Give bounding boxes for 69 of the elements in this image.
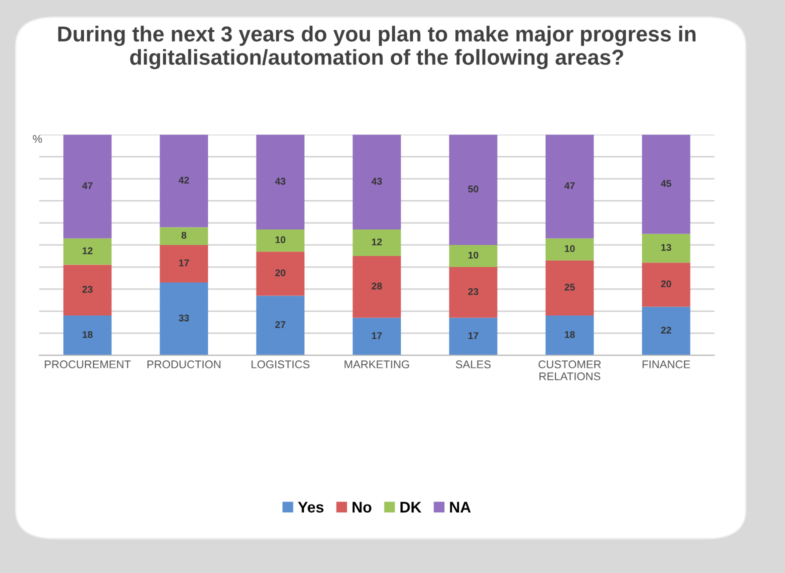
x-tick-label: FINANCE [642, 360, 690, 368]
data-label: 20 [275, 269, 286, 276]
data-label: 13 [661, 244, 672, 251]
data-label: 42 [178, 176, 189, 184]
bar [449, 244, 498, 268]
legend-label: DK [400, 502, 422, 512]
data-label: 18 [82, 331, 93, 338]
data-label: 25 [564, 284, 575, 291]
bar [160, 244, 208, 282]
y-axis-title: % [32, 134, 42, 143]
data-label: 47 [82, 182, 92, 190]
bar [449, 134, 498, 245]
bar [449, 318, 498, 356]
data-label: 17 [372, 332, 382, 340]
data-label: 43 [372, 178, 382, 185]
bar [352, 256, 401, 318]
bar [63, 134, 112, 238]
bar [63, 264, 112, 316]
bar [63, 238, 112, 265]
x-tick-label: PRODUCTION [147, 360, 220, 368]
data-label: 8 [182, 232, 186, 239]
bar [449, 267, 498, 318]
bar [546, 260, 594, 316]
x-tick-label: LOGISTICS [252, 360, 310, 368]
data-label: 47 [564, 182, 575, 190]
chart-title: During the next 3 years do you plan to make major progress in digitalisation/automation of the following areas? [58, 26, 696, 70]
bar [352, 230, 401, 256]
bar [642, 306, 690, 356]
bar [256, 252, 304, 296]
bar [160, 227, 208, 245]
data-label: 23 [468, 288, 478, 296]
bar [546, 238, 594, 260]
data-label: 43 [275, 178, 286, 185]
data-label: 10 [276, 236, 286, 244]
data-label: 12 [82, 247, 92, 254]
bar [352, 318, 401, 356]
data-label: 17 [468, 332, 478, 340]
bar [160, 134, 208, 228]
bar [642, 234, 690, 263]
data-label: 17 [179, 260, 189, 266]
bar [546, 316, 594, 356]
data-label: 23 [82, 286, 93, 293]
data-label: 18 [564, 331, 575, 338]
data-label: 10 [564, 245, 575, 252]
data-label: 27 [275, 321, 286, 328]
legend-label: No [352, 502, 372, 513]
bar [256, 230, 304, 252]
data-label: 45 [660, 180, 672, 187]
data-label: 33 [178, 314, 189, 322]
legend-label: Yes [298, 502, 324, 513]
bar [256, 134, 304, 230]
data-label: 20 [661, 280, 672, 288]
x-tick-label: PROCUREMENT [44, 360, 131, 368]
bar [546, 134, 594, 238]
x-tick-label: SALES [456, 360, 491, 368]
data-label: 12 [372, 238, 382, 246]
bar [160, 282, 208, 356]
data-label: 10 [468, 252, 478, 259]
bar [642, 262, 690, 307]
bar [352, 134, 401, 230]
legend-label: NA [450, 502, 471, 512]
data-label: 22 [661, 326, 672, 334]
data-label: 50 [468, 186, 478, 192]
x-tick-label: MARKETING [344, 360, 409, 368]
data-label: 28 [372, 282, 382, 290]
bar [63, 316, 112, 356]
bar [256, 296, 304, 356]
bar [642, 134, 690, 234]
x-tick-label: CUSTOMER RELATIONS [538, 360, 601, 380]
